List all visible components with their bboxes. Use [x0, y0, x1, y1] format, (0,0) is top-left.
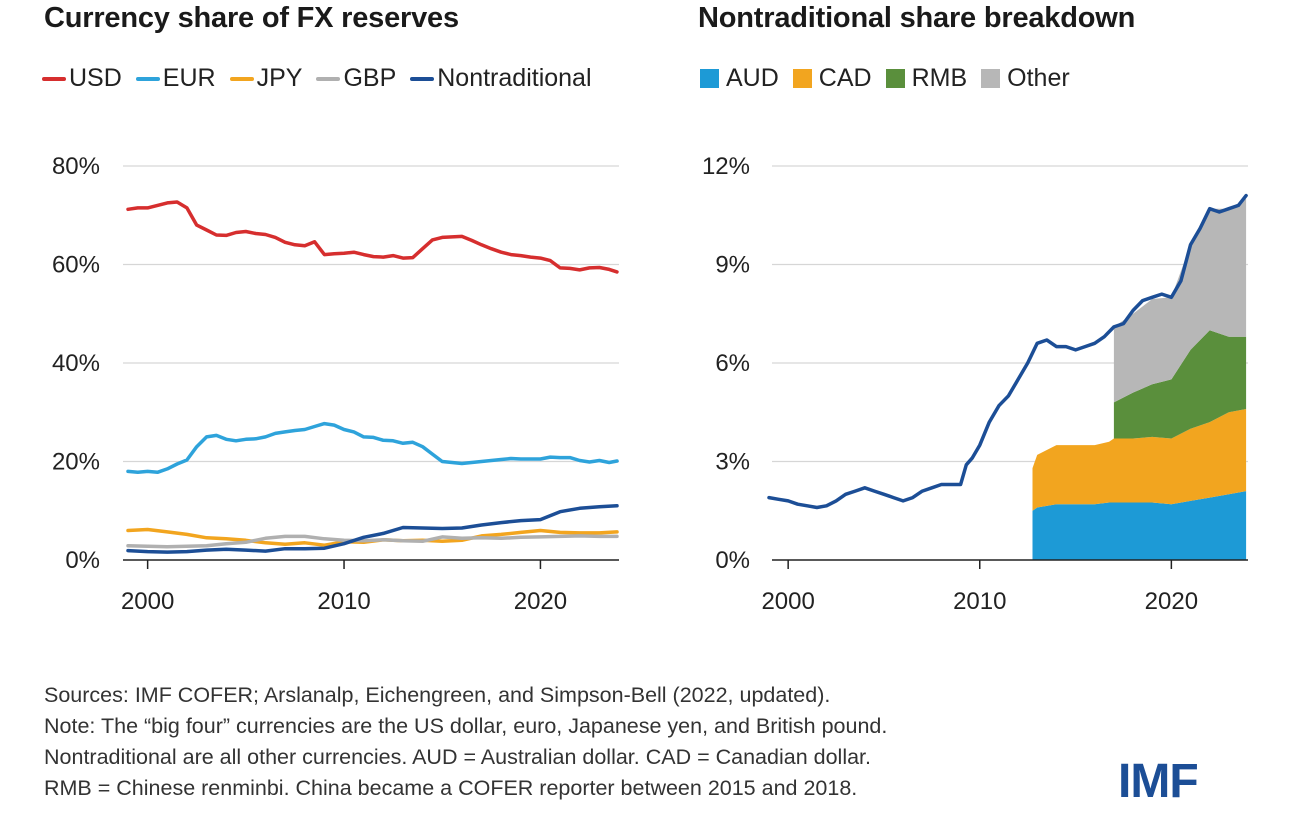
right-chart-legend: AUD CAD RMB Other — [700, 64, 1084, 93]
right-chart-title: Nontraditional share breakdown — [698, 2, 1136, 34]
right-x-tick-label: 2010 — [953, 588, 1006, 615]
left-y-tick-label: 60% — [52, 252, 100, 279]
left-y-tick-label: 20% — [52, 449, 100, 476]
right-y-tick-label: 0% — [715, 547, 750, 574]
legend-swatch-cad — [792, 69, 812, 88]
legend-item-cad: CAD — [792, 64, 872, 93]
legend-swatch-rmb — [885, 69, 905, 88]
legend-item-jpy: JPY — [229, 64, 303, 93]
footnote-nontraditional-definition: Nontraditional are all other currencies.… — [44, 745, 872, 769]
legend-label-gbp: GBP — [343, 64, 397, 92]
line-usd — [126, 200, 619, 274]
legend-swatch-gbp — [316, 76, 341, 81]
legend-label-rmb: RMB — [911, 64, 968, 92]
legend-item-other: Other — [981, 64, 1070, 93]
legend-swatch-aud — [700, 69, 719, 88]
legend-label-cad: CAD — [818, 64, 872, 92]
right-y-tick-label: 6% — [715, 350, 750, 377]
right-chart-plot: 12% 9% 6% 3% 0% 2000 2010 2020 — [702, 153, 1248, 615]
left-x-tick-label: 2020 — [514, 588, 567, 615]
legend-label-nontraditional: Nontraditional — [437, 64, 592, 92]
left-chart-legend: USD EUR JPY GBP Nontraditional — [42, 64, 606, 93]
left-y-tick-label: 0% — [65, 547, 100, 574]
area-rmb — [1113, 330, 1247, 439]
left-chart-title: Currency share of FX reserves — [44, 2, 459, 34]
legend-item-rmb: RMB — [885, 64, 968, 93]
legend-label-jpy: JPY — [256, 64, 303, 92]
right-x-tick-label: 2000 — [761, 588, 814, 615]
line-nontraditional — [126, 504, 619, 554]
line-eur — [126, 421, 619, 475]
area-other — [1113, 198, 1247, 403]
area-cad — [1032, 409, 1247, 511]
line-gbp — [126, 534, 619, 549]
legend-item-usd: USD — [42, 64, 122, 93]
imf-logo: IMF — [1118, 755, 1199, 808]
legend-item-aud: AUD — [700, 64, 779, 93]
left-y-tick-label: 80% — [52, 153, 100, 180]
legend-swatch-jpy — [229, 76, 254, 81]
legend-item-gbp: GBP — [316, 64, 396, 93]
legend-label-other: Other — [1007, 64, 1070, 92]
left-x-tick-label: 2010 — [317, 588, 370, 615]
legend-swatch-nontraditional — [410, 76, 435, 81]
footnote-rmb-definition: RMB = Chinese renminbi. China became a C… — [44, 776, 858, 800]
legend-swatch-eur — [135, 76, 160, 81]
legend-item-eur: EUR — [135, 64, 216, 93]
area-aud — [1032, 491, 1247, 560]
footnote-note: Note: The “big four” currencies are the … — [44, 714, 888, 738]
legend-swatch-usd — [42, 76, 66, 81]
legend-label-eur: EUR — [162, 64, 216, 92]
left-y-tick-label: 40% — [52, 350, 100, 377]
right-y-tick-label: 3% — [715, 449, 750, 476]
right-y-tick-label: 9% — [715, 252, 750, 279]
left-x-tick-label: 2000 — [121, 588, 174, 615]
left-chart-plot: 80% 60% 40% 20% 0% 2000 2010 2020 — [52, 153, 619, 615]
legend-swatch-other — [981, 69, 1001, 88]
right-y-tick-label: 12% — [702, 153, 750, 180]
footnote: Sources: IMF COFER; Arslanalp, Eichengre… — [44, 680, 887, 804]
legend-item-nontraditional: Nontraditional — [410, 64, 592, 93]
line-nontraditional — [767, 193, 1248, 510]
legend-label-usd: USD — [69, 64, 122, 92]
legend-label-aud: AUD — [726, 64, 779, 92]
footnote-sources: Sources: IMF COFER; Arslanalp, Eichengre… — [44, 683, 831, 707]
right-x-tick-label: 2020 — [1145, 588, 1198, 615]
